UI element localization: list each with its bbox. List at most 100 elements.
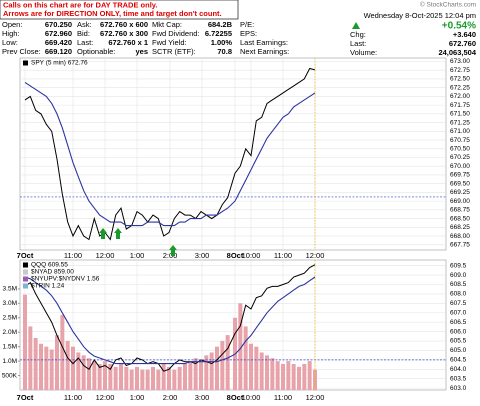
volume-bar — [188, 361, 193, 390]
y-tick-label: 670.25 — [450, 154, 470, 161]
quote-value: 1.00% — [211, 38, 233, 47]
quote-value: 669.420 — [45, 38, 72, 47]
x-tick-label: 10:00 — [242, 393, 261, 402]
quote-date: Wednesday 8-Oct-2025 12:04 pm — [364, 11, 476, 20]
y-tick-label: 669.00 — [450, 198, 470, 205]
volume-bar — [135, 366, 139, 390]
x-tick-label: 2:00 — [163, 393, 178, 402]
volume-bar — [87, 358, 91, 390]
volume-bar — [129, 369, 134, 390]
x-tick-label: 12:00 — [306, 251, 325, 260]
volume-bar — [286, 361, 291, 390]
notice-line: Arrows are for DIRECTION ONLY, time and … — [3, 9, 222, 18]
arrow-icon — [114, 228, 122, 233]
quote-label: Mkt Cap: — [152, 20, 182, 29]
arrow-icon — [171, 250, 175, 256]
volume-bar — [177, 366, 182, 390]
y-tick-label: 608.5 — [450, 281, 467, 288]
volume-bar — [275, 361, 280, 390]
y-tick-label: 670.75 — [450, 137, 470, 144]
y2-tick-label: 3.5M — [3, 286, 17, 293]
volume-bar — [151, 366, 155, 390]
y-tick-label: 603.0 — [450, 385, 467, 392]
y-tick-label: 609.0 — [450, 272, 467, 279]
quote-value: 6.72255 — [205, 29, 232, 38]
y-tick-label: 605.5 — [450, 338, 467, 345]
x-tick-label: 2:00 — [163, 251, 178, 260]
y-tick-label: 667.75 — [450, 241, 470, 248]
y-tick-label: 608.0 — [450, 291, 467, 298]
volume-bar — [297, 366, 301, 390]
x-tick-label: 7Oct — [17, 393, 34, 402]
quote-label: Optionable: — [77, 47, 115, 56]
y-tick-label: 670.50 — [450, 145, 470, 152]
quote-label: Next Earnings: — [240, 47, 289, 56]
arrow-icon — [169, 245, 177, 250]
x-tick-label: 11:00 — [64, 393, 82, 402]
y-tick-label: 669.25 — [450, 189, 470, 196]
x-tick-label: 8Oct — [227, 393, 244, 402]
volume-bar — [281, 364, 285, 390]
volume-bar — [199, 361, 203, 390]
legend-label: QQQ 609.55 — [31, 262, 68, 269]
volume-bar — [249, 343, 253, 390]
volume-bar — [265, 355, 269, 390]
legend-swatch — [23, 283, 28, 289]
change-pct: +0.54% — [442, 21, 476, 32]
x-tick-label: 1:00 — [130, 393, 145, 402]
volume-bar — [65, 340, 70, 390]
volume-bar — [172, 369, 177, 390]
price-line — [24, 264, 316, 372]
volume-bar — [140, 369, 145, 390]
quote-value: yes — [135, 47, 148, 56]
y-tick-label: 604.0 — [450, 366, 467, 373]
x-tick-label: 11:00 — [64, 251, 82, 260]
volume-bar — [259, 352, 264, 390]
arrow-icon — [101, 233, 105, 239]
volume-bar — [39, 343, 43, 390]
header: Open: 670.250 Ask: 672.760 x 600 Mkt Cap: 684… — [2, 11, 477, 57]
volume-bar — [44, 346, 49, 390]
price-line — [24, 67, 316, 241]
y-tick-label: 672.00 — [450, 93, 470, 100]
volume-bar — [167, 366, 171, 390]
volume-bar — [81, 355, 86, 390]
volume-bar — [193, 358, 198, 390]
volume-bar — [60, 314, 65, 390]
volume-bar — [92, 361, 97, 390]
volume-bar — [204, 355, 209, 390]
quote-label: Last: — [77, 38, 93, 47]
legend-label: $TRIN 1.24 — [31, 283, 65, 290]
arrow-icon — [99, 228, 107, 233]
y-tick-label: 668.00 — [450, 233, 470, 240]
volume-bar — [33, 338, 38, 390]
y-tick-label: 672.50 — [450, 76, 470, 83]
volume-bar — [254, 346, 259, 390]
volume-bar — [119, 364, 123, 390]
quote-value: 670.250 — [45, 20, 72, 29]
volume-bar — [215, 346, 219, 390]
volume-bar — [220, 340, 225, 390]
volume-bar — [225, 335, 230, 390]
arrow-icon — [116, 233, 120, 239]
x-tick-label: 3:00 — [195, 393, 210, 402]
legend-swatch — [23, 269, 28, 275]
volume-bar — [307, 361, 312, 390]
volume-bar — [108, 364, 113, 390]
x-tick-label: 11:00 — [274, 251, 292, 260]
side-label: Chg: — [350, 30, 366, 39]
volume-bar — [124, 366, 129, 390]
quote-label: SCTR (ETF): — [152, 47, 196, 56]
volume-bar — [49, 349, 54, 390]
notice-box — [0, 0, 239, 20]
y2-tick-label: 2.5M — [3, 314, 17, 321]
x-tick-label: 8Oct — [227, 251, 244, 260]
volume-bar — [302, 364, 307, 390]
y-tick-label: 606.5 — [450, 319, 467, 326]
volume-bar — [209, 352, 214, 390]
side-value: +3.640 — [453, 30, 476, 39]
y-tick-label: 606.0 — [450, 328, 467, 335]
side-value: 672.760 — [449, 39, 476, 48]
